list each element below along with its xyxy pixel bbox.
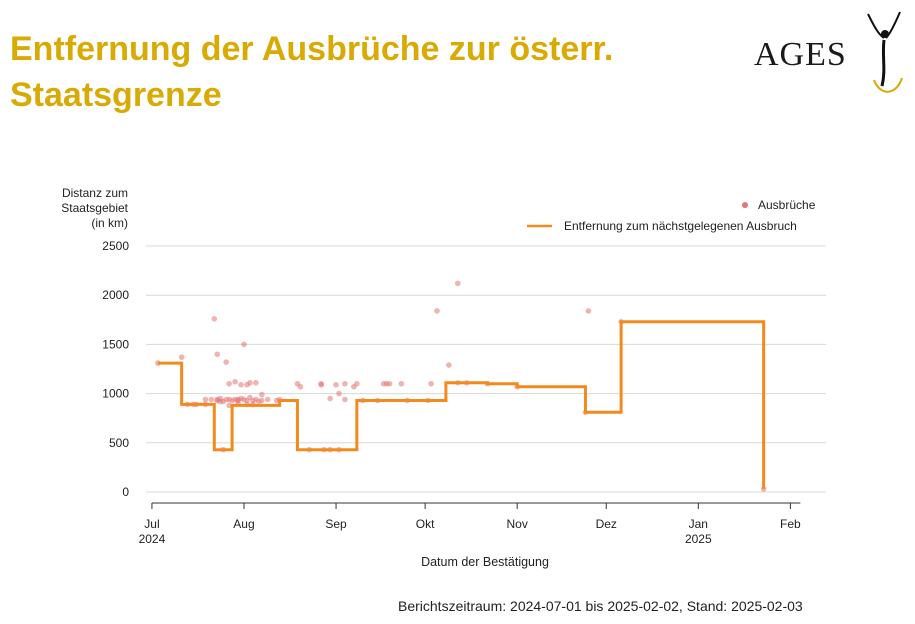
outbreak-point bbox=[232, 378, 238, 385]
x-tick-label: Feb bbox=[780, 517, 801, 531]
page-title: Entfernung der Ausbrüche zur österr. Sta… bbox=[10, 30, 614, 114]
x-tick-label: Aug bbox=[233, 517, 254, 531]
logo-wordmark: AGES bbox=[754, 36, 847, 73]
y-tick-label: 0 bbox=[122, 485, 129, 499]
legend-marker-outbreaks bbox=[742, 202, 748, 208]
outbreak-point bbox=[202, 396, 209, 403]
outbreak-point bbox=[208, 396, 215, 403]
ages-logo: AGES bbox=[748, 4, 910, 100]
outbreak-point bbox=[354, 380, 360, 387]
outbreak-point bbox=[342, 380, 348, 387]
gridlines bbox=[146, 245, 826, 493]
outbreak-point bbox=[211, 316, 218, 322]
x-axis-label: Datum der Bestätigung bbox=[421, 555, 549, 569]
x-tick-sublabel: 2025 bbox=[685, 532, 712, 546]
outbreak-point bbox=[446, 362, 452, 368]
legend: Ausbrüche Entfernung zum nächstgelegenen … bbox=[527, 198, 816, 233]
figure-icon bbox=[867, 11, 903, 93]
outbreak-point bbox=[247, 379, 253, 386]
outbreak-point bbox=[318, 380, 324, 387]
y-tick-label: 1500 bbox=[102, 337, 129, 351]
outbreak-point bbox=[342, 396, 348, 403]
outbreak-point bbox=[434, 308, 440, 314]
x-tick-label: Nov bbox=[507, 517, 528, 531]
distance-step-line bbox=[157, 320, 766, 490]
scatter-series bbox=[155, 280, 767, 492]
outbreak-point bbox=[241, 341, 247, 348]
y-axis-label-line: Distanz zum bbox=[62, 186, 128, 200]
report-period: Berichtszeitraum: 2024-07-01 bis 2025-02… bbox=[398, 598, 803, 614]
y-axis-label-line: Staatsgebiet bbox=[61, 201, 128, 215]
y-tick-label: 2500 bbox=[102, 239, 129, 253]
outbreak-point bbox=[327, 395, 333, 402]
x-tick-label: Okt bbox=[416, 517, 435, 531]
outbreak-point bbox=[264, 396, 271, 403]
outbreak-point bbox=[178, 354, 185, 360]
outbreak-point bbox=[253, 379, 259, 386]
outbreak-point bbox=[214, 351, 221, 358]
y-tick-label: 500 bbox=[109, 436, 129, 450]
y-tick-label: 1000 bbox=[102, 387, 129, 401]
outbreak-point bbox=[333, 381, 339, 388]
outbreak-point bbox=[428, 380, 434, 387]
x-tick-label: Dez bbox=[596, 517, 617, 531]
outbreak-point bbox=[223, 359, 229, 365]
outbreak-point bbox=[336, 390, 342, 397]
outbreak-point bbox=[386, 380, 393, 387]
outbreak-point bbox=[585, 308, 592, 314]
x-tick-sublabel: 2024 bbox=[139, 532, 166, 546]
outbreak-point bbox=[259, 397, 265, 404]
outbreak-point bbox=[297, 383, 304, 390]
legend-label-distance: Entfernung zum nächstgelegenen Ausbruch bbox=[564, 219, 797, 233]
x-tick-label: Jul bbox=[144, 517, 159, 531]
y-axis-label-line: (in km) bbox=[91, 216, 128, 230]
y-axis-ticks: 0 500 1000 1500 2000 2500 bbox=[102, 239, 129, 499]
x-tick-label: Sep bbox=[325, 517, 347, 531]
outbreak-point bbox=[259, 391, 265, 398]
legend-label-outbreaks: Ausbrüche bbox=[758, 198, 816, 212]
outbreak-point bbox=[226, 402, 232, 409]
outbreak-point bbox=[238, 381, 244, 388]
outbreak-point bbox=[454, 280, 461, 287]
step-series bbox=[157, 320, 766, 490]
outbreak-point bbox=[398, 380, 405, 387]
outbreak-point bbox=[226, 380, 232, 387]
x-tick-label: Jan bbox=[689, 517, 708, 531]
y-tick-label: 2000 bbox=[102, 288, 129, 302]
